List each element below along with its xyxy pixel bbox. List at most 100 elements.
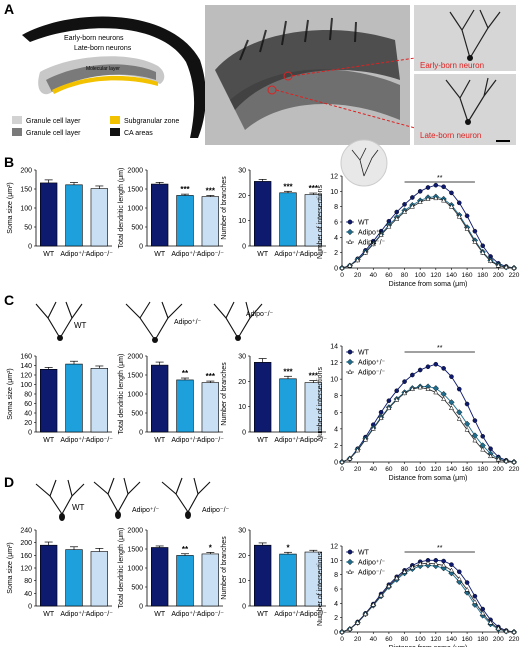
y-tick-label: 8 (334, 204, 338, 211)
point-wt (417, 367, 423, 373)
significance-marker: ** (437, 345, 443, 352)
legend-label: Adipo⁻/⁻ (358, 370, 386, 377)
y-tick-label: 0 (334, 630, 338, 637)
category-label: Adipo⁺/⁻ (274, 437, 302, 444)
point-het (463, 420, 471, 427)
y-axis-label: Number of intersections (317, 185, 324, 259)
x-tick-label: 20 (354, 636, 362, 643)
significance-marker: *** (206, 186, 216, 195)
bar-1 (65, 549, 83, 607)
y-tick-label: 500 (131, 585, 143, 592)
point-wt (402, 379, 407, 384)
panel-letter-b: B (4, 154, 14, 170)
legend-swatch-gcl-light (12, 116, 22, 124)
significance-marker: *** (206, 372, 216, 381)
y-tick-label: 12 (330, 360, 338, 367)
x-tick-label: 20 (354, 466, 362, 473)
x-tick-label: 180 (477, 466, 488, 473)
point-ko (378, 592, 384, 598)
point-het (456, 409, 463, 416)
point-wt (472, 228, 478, 234)
point-ko (448, 203, 454, 209)
legend-label: Adipo⁻/⁻ (358, 240, 386, 247)
y-tick-label: 20 (238, 379, 246, 386)
y-axis-label: Number of branches (221, 536, 228, 600)
category-label: WT (257, 251, 269, 258)
y-tick-label: 4 (334, 235, 338, 242)
point-het (440, 390, 447, 398)
x-tick-label: 0 (340, 636, 344, 643)
significance-marker: *** (283, 182, 293, 191)
tracing-label-ko-d: Adipo⁻/⁻ (202, 507, 230, 514)
point-wt (433, 361, 439, 367)
category-label: WT (43, 251, 55, 258)
point-ko (441, 396, 447, 401)
chart-c3: 0 10 20 30 Number of branches WT Adipo⁺/⁻ *** Ad… (221, 354, 327, 445)
y-tick-label: 12 (330, 174, 338, 181)
y-axis-label: Total dendritic length (μm) (118, 168, 125, 249)
y-tick-label: 60 (24, 401, 32, 408)
panel-a-legend: Granule cell layer Subgranular zone Gran… (12, 116, 179, 137)
y-tick-label: 240 (20, 528, 32, 535)
point-ko (394, 216, 400, 221)
point-ko (362, 436, 368, 442)
bar-1 (65, 363, 83, 433)
category-label: WT (154, 437, 166, 444)
category-label: Adipo⁺/⁻ (274, 611, 302, 618)
y-tick-label: 30 (238, 354, 246, 361)
tracing-label-ko-c: Adipo⁻/⁻ (246, 311, 274, 318)
x-tick-label: 100 (415, 636, 426, 643)
point-het (479, 442, 486, 449)
point-ko (448, 405, 454, 410)
early-born-neuron-label: Early-born neuron (420, 61, 484, 70)
bar-0 (254, 181, 272, 247)
x-tick-label: 120 (430, 466, 441, 473)
y-axis-label: Soma size (μm²) (7, 182, 14, 233)
category-label: Adipo⁻/⁻ (86, 437, 114, 444)
bar-2 (201, 553, 219, 607)
tracings-c: WT Adipo⁺/⁻ Adipo⁻/⁻ (35, 301, 274, 343)
point-ko (347, 455, 353, 461)
y-tick-label: 2 (334, 615, 338, 622)
legend-marker-het (346, 228, 354, 236)
point-ko (488, 619, 494, 625)
point-wt (480, 434, 486, 439)
tracings-d: WT Adipo⁺/⁻ Adipo⁻/⁻ (35, 477, 230, 521)
point-ko (433, 561, 439, 566)
bar-0 (40, 544, 58, 607)
point-wt (433, 182, 439, 188)
x-tick-label: 160 (462, 272, 473, 279)
bar-2 (90, 188, 108, 247)
point-wt (472, 418, 478, 423)
point-wt (410, 372, 415, 378)
bar-2 (201, 382, 219, 433)
point-ko (370, 241, 376, 247)
point-ko (464, 586, 470, 592)
x-tick-label: 60 (385, 466, 393, 473)
category-label: WT (154, 251, 166, 258)
tracing-label-wt-d: WT (72, 503, 85, 512)
y-tick-label: 10 (238, 218, 246, 225)
point-ko (480, 610, 486, 616)
x-tick-label: 180 (477, 272, 488, 279)
x-tick-label: 120 (430, 636, 441, 643)
chart-b1: 0 50 100 150 200 Soma size (μm²) WT Adipo⁺/⁻Adi… (7, 168, 113, 259)
bar-0 (151, 547, 169, 607)
category-label: Adipo⁻/⁻ (300, 437, 328, 444)
micrograph-late-neuron: Late-born neuron (414, 74, 516, 145)
chart-b3: 0 10 20 30 Number of branches WT Adipo⁺/⁻ *** Ad… (221, 168, 327, 259)
point-ko (394, 575, 400, 581)
y-tick-label: 10 (238, 578, 246, 585)
category-label: Adipo⁻/⁻ (86, 611, 114, 618)
y-tick-label: 8 (334, 393, 338, 400)
point-wt (449, 190, 454, 196)
point-het (432, 385, 439, 392)
y-tick-label: 10 (330, 189, 338, 196)
y-tick-label: 2 (334, 250, 338, 257)
y-tick-label: 80 (24, 392, 32, 399)
y-tick-label: 2000 (127, 528, 143, 535)
point-wt (456, 386, 462, 392)
point-wt (378, 409, 384, 415)
bar-0 (151, 183, 169, 247)
category-label: Adipo⁻/⁻ (86, 251, 114, 258)
